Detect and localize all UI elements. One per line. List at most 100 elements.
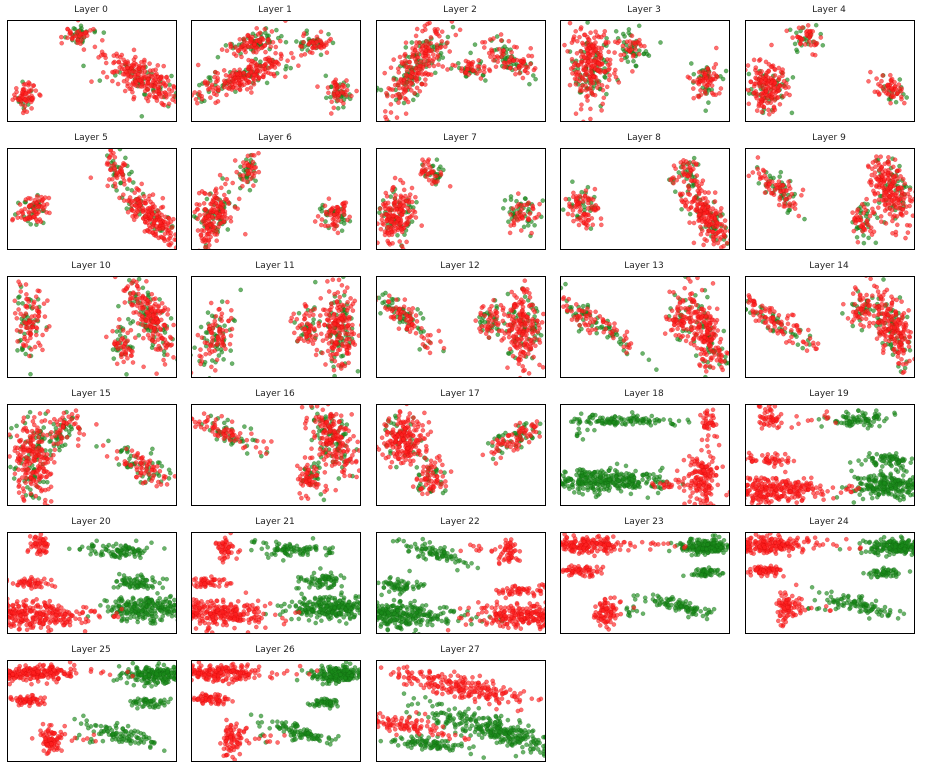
plot-area [376, 276, 546, 378]
plot-area [191, 20, 361, 122]
chart-panel-4: Layer 4 [742, 2, 916, 124]
scatter-point-green [746, 71, 752, 77]
scatter-point-red [44, 327, 49, 333]
scatter-point-red [400, 180, 406, 186]
scatter-point-red [215, 214, 221, 219]
scatter-point-red [59, 40, 65, 46]
scatter-point-red [496, 46, 502, 52]
scatter-point-red [517, 71, 522, 76]
scatter-point-red [329, 99, 334, 105]
scatter-point-red [569, 56, 575, 62]
plot-area [7, 148, 177, 250]
scatter-point-red [866, 222, 871, 228]
scatter-point-red [111, 60, 116, 66]
scatter-point-red [40, 347, 45, 353]
scatter-point-red [438, 44, 444, 50]
scatter-point-red [514, 210, 520, 216]
scatter-point-red [798, 41, 803, 47]
scatter-point-red [507, 65, 513, 71]
scatter-point-red [115, 69, 120, 74]
scatter-point-red [583, 67, 589, 73]
scatter-point-red [195, 207, 200, 212]
scatter-point-green [221, 357, 226, 362]
scatter-point-green [505, 291, 511, 297]
scatter-point-red [147, 205, 153, 211]
scatter-point-red [23, 320, 29, 326]
scatter-point-red [312, 219, 318, 224]
scatter-point-red [341, 204, 347, 210]
scatter-point-red [231, 51, 237, 57]
scatter-point-green [861, 233, 866, 238]
scatter-point-red [221, 192, 227, 198]
scatter-point-red [22, 217, 28, 222]
scatter-point-red [164, 326, 169, 331]
scatter-point-red [214, 342, 220, 347]
scatter-point-green [16, 300, 21, 306]
scatter-point-red [889, 85, 894, 91]
scatter-point-red [447, 49, 452, 54]
scatter-point-red [123, 349, 128, 355]
scatter-point-red [124, 77, 130, 82]
scatter-point-red [691, 220, 697, 226]
scatter-point-red [887, 211, 893, 217]
scatter-point-red [401, 187, 407, 193]
scatter-point-red [892, 79, 897, 85]
scatter-point-red [162, 362, 168, 367]
scatter-point-red [201, 228, 207, 234]
scatter-point-red [133, 203, 138, 208]
scatter-point-red [28, 347, 34, 352]
scatter-point-red [262, 43, 267, 48]
scatter-point-red [447, 184, 453, 189]
scatter-point-red [901, 100, 907, 106]
scatter-point-red [703, 196, 708, 201]
scatter-point-red [34, 317, 40, 323]
scatter-point-green [207, 376, 212, 377]
scatter-point-red [336, 277, 342, 283]
scatter-point-green [479, 318, 485, 324]
scatter-point-red [694, 182, 699, 187]
scatter-point-red [152, 301, 158, 307]
scatter-point-red [705, 66, 710, 71]
scatter-point-red [207, 323, 212, 329]
scatter-point-red [29, 96, 35, 101]
scatter-point-red [324, 336, 329, 342]
scatter-point-red [214, 92, 219, 98]
scatter-point-red [398, 207, 403, 213]
scatter-point-red [532, 215, 538, 221]
scatter-point-red [26, 80, 31, 85]
scatter-point-red [403, 64, 409, 69]
scatter-point-red [273, 59, 278, 65]
scatter-point-red [141, 65, 146, 71]
scatter-point-red [145, 80, 151, 85]
scatter-point-red [523, 64, 528, 70]
scatter-point-red [858, 224, 863, 229]
scatter-point-red [131, 57, 137, 63]
scatter-point-green [502, 198, 508, 203]
scatter-point-red [765, 100, 770, 106]
scatter-point-red [811, 39, 817, 45]
scatter-point-red [154, 224, 159, 229]
scatter-point-red [151, 220, 157, 225]
scatter-point-red [314, 34, 320, 40]
scatter-point-red [695, 93, 701, 99]
scatter-point-red [169, 225, 175, 230]
scatter-point-red [22, 334, 27, 340]
scatter-point-red [325, 279, 330, 284]
scatter-point-red [26, 195, 31, 201]
scatter-point-green [145, 290, 151, 296]
scatter-point-green [15, 348, 20, 353]
scatter-point-red [390, 185, 396, 191]
scatter-point-red [573, 196, 579, 202]
scatter-point-red [768, 64, 774, 70]
scatter-point-green [218, 347, 224, 352]
scatter-point-green [691, 71, 697, 77]
scatter-point-red [900, 176, 906, 182]
scatter-point-red [331, 328, 336, 334]
scatter-point-red [697, 208, 703, 214]
scatter-point-red [812, 52, 818, 58]
scatter-point-red [589, 90, 595, 96]
scatter-point-red [584, 94, 589, 99]
scatter-point-red [774, 185, 780, 191]
scatter-point-red [156, 303, 161, 309]
scatter-point-red [913, 190, 914, 194]
